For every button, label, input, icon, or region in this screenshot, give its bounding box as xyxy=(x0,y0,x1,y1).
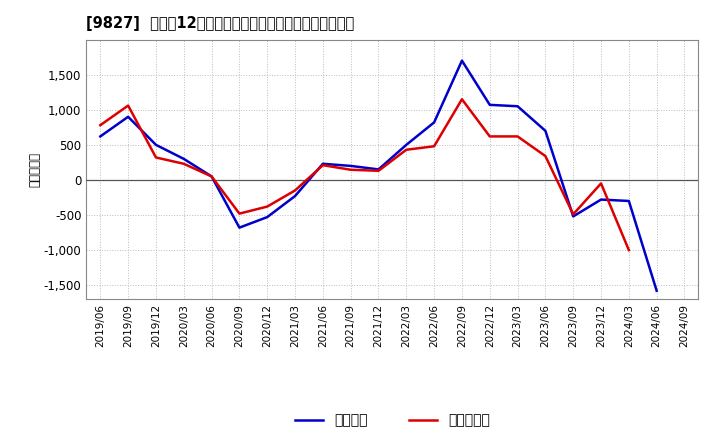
経常利益 xyxy=(263,214,271,220)
Text: [9827]  利益の12か月移動合計の対前年同期増減額の推移: [9827] 利益の12か月移動合計の対前年同期増減額の推移 xyxy=(86,16,355,32)
経常利益 xyxy=(124,114,132,119)
当期純利益 xyxy=(263,204,271,209)
当期純利益 xyxy=(624,247,633,253)
経常利益 xyxy=(346,163,355,169)
当期純利益 xyxy=(485,134,494,139)
Line: 当期純利益: 当期純利益 xyxy=(100,99,629,250)
経常利益 xyxy=(485,102,494,107)
Y-axis label: （百万円）: （百万円） xyxy=(28,152,41,187)
経常利益 xyxy=(207,174,216,179)
経常利益 xyxy=(569,214,577,219)
経常利益 xyxy=(318,161,327,166)
経常利益 xyxy=(96,134,104,139)
経常利益 xyxy=(652,288,661,293)
当期純利益 xyxy=(152,155,161,160)
経常利益 xyxy=(152,142,161,147)
当期純利益 xyxy=(235,211,243,216)
経常利益 xyxy=(402,142,410,147)
当期純利益 xyxy=(318,162,327,168)
経常利益 xyxy=(541,128,550,133)
経常利益 xyxy=(374,167,383,172)
経常利益 xyxy=(597,197,606,202)
経常利益 xyxy=(235,225,243,230)
当期純利益 xyxy=(291,188,300,193)
当期純利益 xyxy=(430,143,438,149)
当期純利益 xyxy=(346,167,355,172)
当期純利益 xyxy=(569,212,577,217)
当期純利益 xyxy=(513,134,522,139)
経常利益 xyxy=(291,194,300,199)
経常利益 xyxy=(179,156,188,161)
当期純利益 xyxy=(96,123,104,128)
当期純利益 xyxy=(374,168,383,173)
Line: 経常利益: 経常利益 xyxy=(100,61,657,291)
経常利益 xyxy=(430,120,438,125)
経常利益 xyxy=(513,103,522,109)
当期純利益 xyxy=(597,181,606,186)
当期純利益 xyxy=(207,174,216,179)
当期純利益 xyxy=(458,97,467,102)
当期純利益 xyxy=(402,147,410,152)
Legend: 経常利益, 当期純利益: 経常利益, 当期純利益 xyxy=(295,413,490,427)
経常利益 xyxy=(458,58,467,63)
当期純利益 xyxy=(179,161,188,166)
当期純利益 xyxy=(124,103,132,108)
当期純利益 xyxy=(541,154,550,159)
経常利益 xyxy=(624,198,633,204)
